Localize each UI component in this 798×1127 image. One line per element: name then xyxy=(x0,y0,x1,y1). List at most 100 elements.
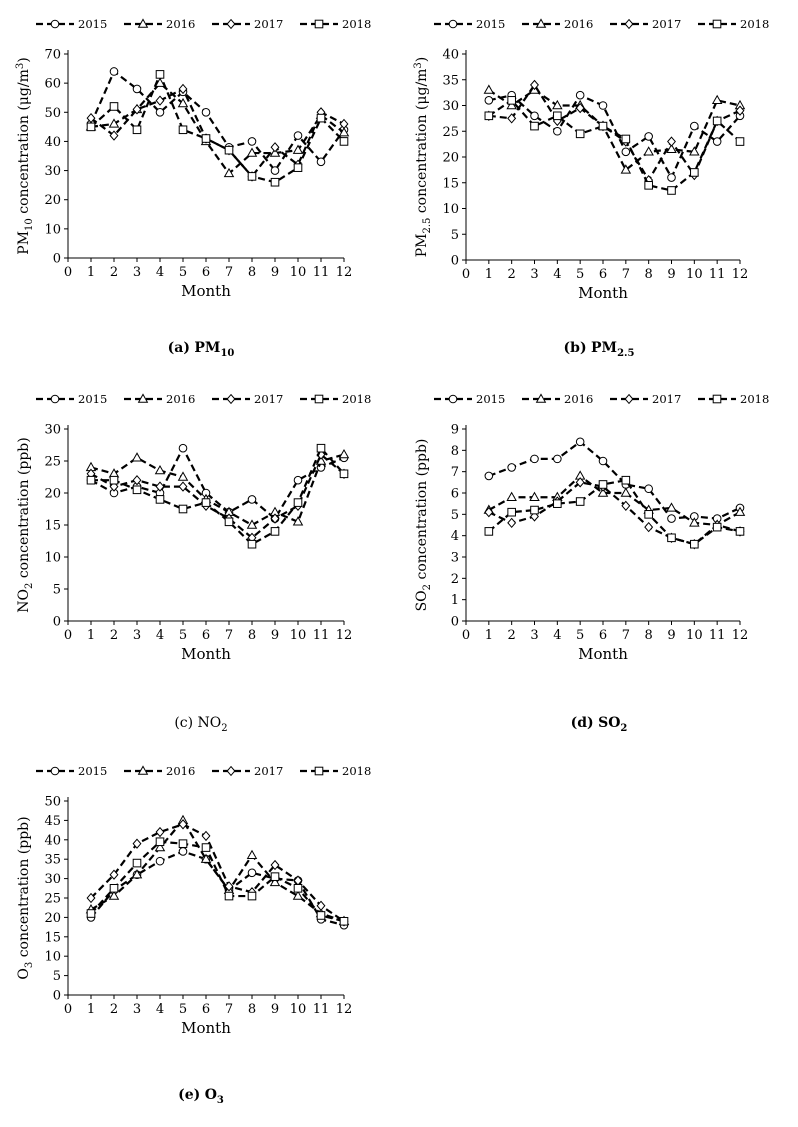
data-point-2017-5 xyxy=(575,477,585,488)
legend: 2015 2016 2017 2018 xyxy=(36,17,371,31)
legend-label: 2016 xyxy=(166,764,195,778)
series-line-2015 xyxy=(89,69,345,173)
legend-label: 2015 xyxy=(78,764,107,778)
data-point-2016-7 xyxy=(620,487,632,497)
x-tick-label: 6 xyxy=(202,1002,210,1017)
series-2018 xyxy=(86,837,349,926)
series-2015 xyxy=(484,90,745,182)
y-axis-label: SO2 concentration (ppb) xyxy=(414,439,433,612)
data-point-2017-5 xyxy=(178,83,188,95)
data-point-2017-2 xyxy=(507,113,517,124)
data-point-2017-2 xyxy=(109,481,119,492)
series-2018 xyxy=(484,475,745,549)
x-tick-label: 1 xyxy=(87,265,95,280)
data-point-2016-8 xyxy=(643,146,654,156)
legend-item-2018: 2018 xyxy=(300,764,371,778)
x-tick-label: 10 xyxy=(290,628,307,643)
x-tick-label: 11 xyxy=(313,265,330,280)
data-point-2018-3 xyxy=(132,858,142,868)
data-point-2018-8 xyxy=(247,891,257,901)
data-point-2017-8 xyxy=(644,521,654,533)
data-point-2018-2 xyxy=(507,96,516,105)
data-point-2018-5 xyxy=(575,497,585,506)
x-tick-label: 1 xyxy=(87,628,95,643)
legend-marker xyxy=(137,393,149,403)
series-line-2018 xyxy=(488,478,741,546)
data-point-2016-5 xyxy=(177,471,189,481)
data-point-2018-4 xyxy=(553,111,562,121)
data-point-2016-12 xyxy=(338,127,350,137)
y-tick-label: 7 xyxy=(451,465,459,480)
series-2018 xyxy=(86,70,349,187)
y-axis-label: O3 concentration (ppb) xyxy=(16,816,35,979)
data-point-2016-10 xyxy=(689,517,700,527)
x-tick-label: 8 xyxy=(645,628,653,643)
legend-label: 2015 xyxy=(476,392,505,406)
data-point-2015-6 xyxy=(598,101,608,110)
legend-item-2016: 2016 xyxy=(522,17,593,31)
legend-item-2017: 2017 xyxy=(212,17,283,31)
y-tick-label: 5 xyxy=(451,228,459,243)
x-tick-label: 4 xyxy=(156,628,164,643)
y-tick-label: 40 xyxy=(44,135,61,150)
x-tick-label: 3 xyxy=(133,628,141,643)
data-point-2018-11 xyxy=(712,522,722,532)
x-tick-label: 10 xyxy=(686,267,703,282)
x-tick-label: 10 xyxy=(686,628,703,643)
y-tick-label: 3 xyxy=(451,551,459,566)
y-tick-label: 20 xyxy=(44,193,61,208)
data-point-2018-12 xyxy=(339,137,349,146)
y-tick-label: 25 xyxy=(442,125,459,140)
data-point-2015-6 xyxy=(598,456,608,466)
legend: 2015 2016 2017 2018 xyxy=(36,764,371,778)
data-point-2017-2 xyxy=(507,517,517,529)
x-tick-label: 9 xyxy=(271,265,279,280)
panel-e: 2015 2016 2017 2018 0 5 10 15 20 25 30 35 40 45 50 0 1 2 3… xyxy=(6,757,396,1127)
x-tick-label: 2 xyxy=(110,628,118,643)
series-line-2015 xyxy=(488,440,741,520)
legend-marker xyxy=(624,18,634,30)
y-tick-label: 70 xyxy=(44,48,61,63)
x-tick-label: 12 xyxy=(336,1002,353,1017)
data-point-2017-3 xyxy=(132,475,142,486)
data-point-2017-5 xyxy=(178,481,188,492)
y-tick-label: 10 xyxy=(44,222,61,237)
data-point-2018-3 xyxy=(530,505,539,515)
caption-species: O3 xyxy=(204,1087,224,1106)
y-tick-label: 15 xyxy=(442,176,459,191)
data-point-2017-3 xyxy=(132,104,142,115)
caption-b: (b) PM2.5 xyxy=(404,340,794,359)
legend-item-2018: 2018 xyxy=(698,392,769,406)
legend-item-2016: 2016 xyxy=(124,392,195,406)
panel-d: 2015 2016 2017 2018 0 1 2 3 4 5 6 7 8 9 0 1 2 3 4 5 6 7 8 9 10 11… xyxy=(404,385,794,755)
caption-prefix: (c) xyxy=(174,715,194,731)
x-tick-label: 11 xyxy=(313,1002,330,1017)
data-point-2018-10 xyxy=(293,884,303,893)
data-point-2016-2 xyxy=(108,890,120,900)
legend-marker xyxy=(535,18,547,28)
data-point-2015-4 xyxy=(553,126,562,136)
legend-label: 2017 xyxy=(254,764,283,778)
data-point-2018-12 xyxy=(339,469,349,479)
legend-marker xyxy=(448,394,458,404)
legend-label: 2015 xyxy=(78,17,107,31)
series-line-2017 xyxy=(90,87,345,179)
legend-label: 2018 xyxy=(342,764,371,778)
legend: 2015 2016 2017 2018 xyxy=(434,392,769,406)
y-tick-label: 2 xyxy=(451,572,459,587)
x-tick-label: 4 xyxy=(553,628,561,643)
x-axis-label: Month xyxy=(578,284,628,302)
legend-marker xyxy=(314,394,324,404)
legend-marker xyxy=(712,394,722,404)
caption-prefix: (d) xyxy=(570,715,594,731)
data-point-2015-5 xyxy=(575,90,585,100)
y-tick-label: 20 xyxy=(442,151,459,166)
x-tick-label: 9 xyxy=(271,1002,279,1017)
data-point-2018-8 xyxy=(247,172,257,181)
x-tick-label: 7 xyxy=(225,628,233,643)
x-tick-label: 11 xyxy=(313,628,330,643)
series-line-2016 xyxy=(488,474,741,527)
